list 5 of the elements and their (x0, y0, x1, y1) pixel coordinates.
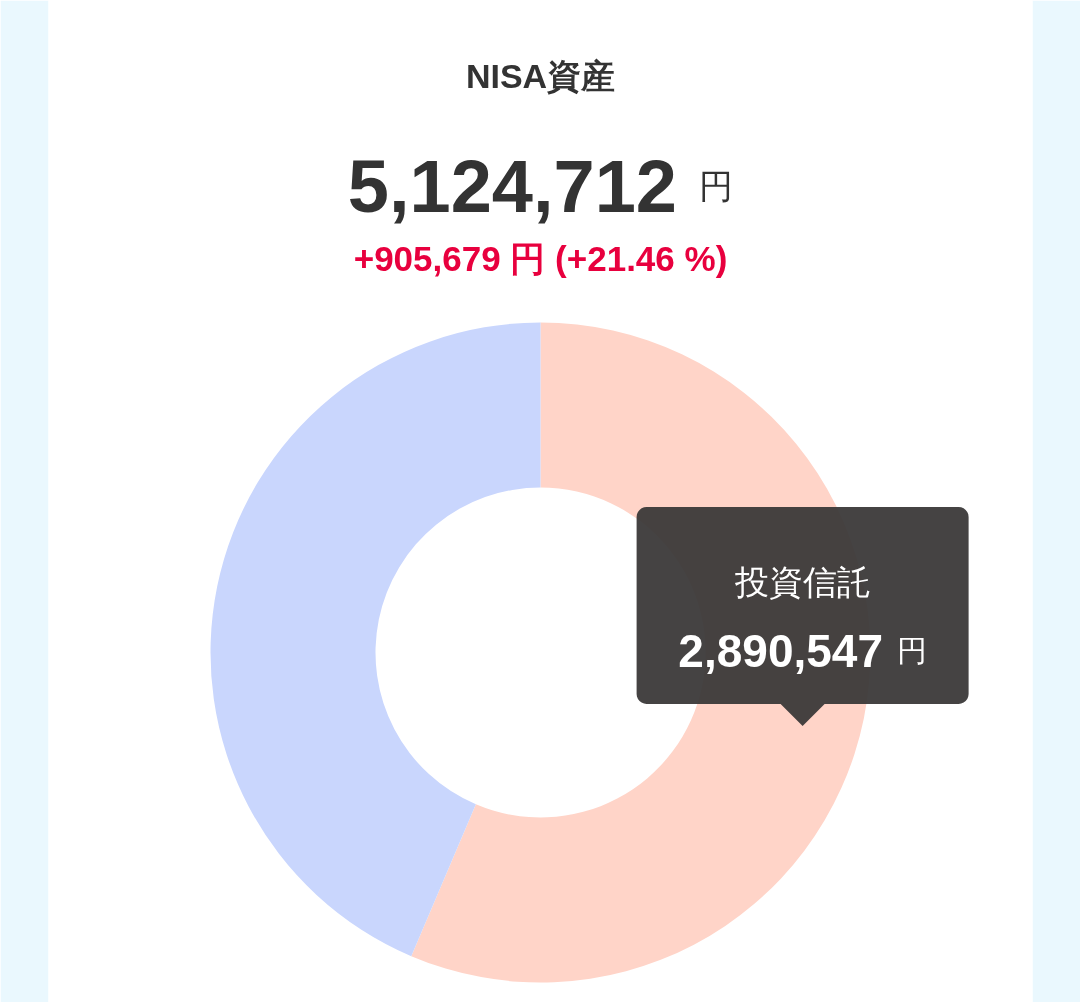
chart-title: NISA資産 (465, 56, 616, 95)
slice-label: 投資信託 (733, 562, 871, 601)
data-label: 2,890,547 円 (678, 624, 927, 677)
text: +905,679 円 (+21.46 %) (353, 239, 728, 278)
chart-subtitle: 5,124,712 円 (347, 144, 734, 228)
